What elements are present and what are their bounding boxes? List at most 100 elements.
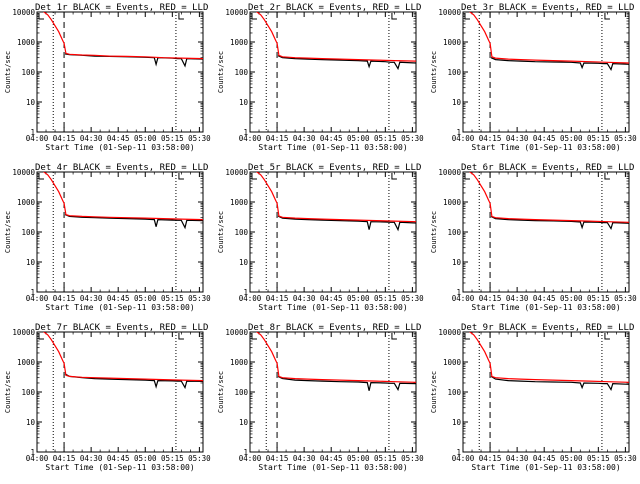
- x-tick-label: 05:30: [188, 134, 211, 143]
- x-axis-label: Start Time (01-Sep-11 03:58:00): [258, 463, 407, 472]
- plot-frame: [249, 11, 417, 133]
- x-tick-label: 05:00: [347, 454, 370, 463]
- series-group: [255, 332, 416, 392]
- x-tick-label: 05:00: [560, 454, 583, 463]
- x-tick-label: 04:45: [107, 134, 130, 143]
- x-tick-label: 04:00: [452, 134, 475, 143]
- bracket-mark: [251, 333, 257, 340]
- bracket-mark: [38, 333, 44, 340]
- plot-frame: [462, 331, 630, 453]
- y-tick-label: 1: [30, 288, 35, 297]
- x-tick-label: 05:00: [560, 294, 583, 303]
- x-tick-label: 05:15: [161, 294, 184, 303]
- x-tick-label: 04:00: [452, 294, 475, 303]
- y-axis-label: Counts/sec: [217, 51, 225, 93]
- bracket-mark: [464, 173, 470, 180]
- y-tick-label: 10000: [225, 328, 248, 337]
- panel-title: Det 3r BLACK = Events, RED = LLD: [461, 3, 634, 13]
- bracket-mark: [464, 13, 470, 20]
- y-tick-label: 1000: [230, 198, 249, 207]
- x-tick-label: 04:00: [452, 454, 475, 463]
- y-tick-label: 10000: [438, 328, 461, 337]
- x-tick-label: 05:30: [188, 454, 211, 463]
- x-tick-label: 05:30: [401, 454, 424, 463]
- x-tick-label: 04:00: [26, 454, 49, 463]
- bracket-mark: [178, 173, 184, 180]
- x-tick-label: 04:45: [320, 454, 343, 463]
- y-tick-label: 100: [21, 388, 35, 397]
- y-tick-label: 1: [243, 448, 248, 457]
- y-tick-label: 10000: [12, 328, 35, 337]
- y-tick-label: 10: [26, 258, 36, 267]
- x-tick-label: 05:30: [614, 454, 637, 463]
- events-line: [490, 57, 629, 72]
- x-tick-label: 05:30: [614, 134, 637, 143]
- events-line: [277, 375, 416, 392]
- bracket-mark: [38, 13, 44, 20]
- y-tick-label: 10000: [225, 168, 248, 177]
- x-tick-label: 04:30: [293, 134, 316, 143]
- plot-frame: [36, 331, 204, 453]
- bracket-mark: [604, 13, 610, 20]
- panel-title: Det 6r BLACK = Events, RED = LLD: [461, 163, 634, 173]
- y-tick-label: 10: [239, 98, 249, 107]
- panel-title: Det 7r BLACK = Events, RED = LLD: [35, 323, 208, 333]
- x-tick-label: 04:30: [80, 294, 103, 303]
- x-tick-label: 05:15: [587, 454, 610, 463]
- x-tick-label: 04:00: [239, 134, 262, 143]
- x-axis-label: Start Time (01-Sep-11 03:58:00): [471, 303, 620, 312]
- series-group: [42, 172, 203, 230]
- plot-frame: [249, 331, 417, 453]
- bracket-mark: [251, 13, 257, 20]
- panel-title: Det 8r BLACK = Events, RED = LLD: [248, 323, 421, 333]
- x-tick-label: 04:45: [320, 134, 343, 143]
- x-axis-label: Start Time (01-Sep-11 03:58:00): [258, 143, 407, 152]
- lld-line: [255, 12, 416, 62]
- bracket-mark: [391, 333, 397, 340]
- x-tick-label: 04:45: [533, 454, 556, 463]
- events-line: [277, 215, 416, 232]
- y-axis-label: Counts/sec: [430, 371, 438, 413]
- y-tick-label: 1000: [17, 38, 36, 47]
- y-tick-label: 10: [26, 98, 36, 107]
- plot-frame: [462, 11, 630, 133]
- y-axis-label: Counts/sec: [430, 211, 438, 253]
- bracket-mark: [391, 13, 397, 20]
- y-tick-label: 100: [234, 68, 248, 77]
- y-tick-label: 1: [243, 128, 248, 137]
- panel-det-9: Det 9r BLACK = Events, RED = LLD 1 10 100 10…: [430, 323, 637, 472]
- panel-det-1: Det 1r BLACK = Events, RED = LLD 1 10 100 10…: [4, 3, 211, 152]
- y-tick-label: 1: [456, 448, 461, 457]
- events-line: [64, 373, 203, 390]
- y-axis-label: Counts/sec: [217, 371, 225, 413]
- y-tick-label: 1: [30, 448, 35, 457]
- x-tick-label: 05:30: [614, 294, 637, 303]
- x-tick-label: 04:30: [506, 454, 529, 463]
- series-group: [255, 12, 416, 71]
- bracket-mark: [251, 173, 257, 180]
- x-tick-label: 04:30: [506, 294, 529, 303]
- x-tick-label: 05:00: [560, 134, 583, 143]
- y-tick-label: 10: [239, 418, 249, 427]
- x-axis-label: Start Time (01-Sep-11 03:58:00): [45, 303, 194, 312]
- series-group: [255, 172, 416, 232]
- events-line: [277, 55, 416, 71]
- x-tick-label: 05:15: [161, 454, 184, 463]
- x-tick-label: 05:15: [374, 134, 397, 143]
- lld-line: [255, 332, 416, 383]
- y-tick-label: 1000: [230, 38, 249, 47]
- y-tick-label: 100: [21, 68, 35, 77]
- panel-det-2: Det 2r BLACK = Events, RED = LLD 1 10 100 10…: [217, 3, 424, 152]
- y-tick-label: 10: [26, 418, 36, 427]
- x-tick-label: 04:00: [26, 134, 49, 143]
- bracket-mark: [38, 173, 44, 180]
- x-tick-label: 05:15: [587, 134, 610, 143]
- panel-det-5: Det 5r BLACK = Events, RED = LLD 1 10 100 10…: [217, 163, 424, 312]
- x-tick-label: 04:15: [479, 294, 502, 303]
- panel-det-8: Det 8r BLACK = Events, RED = LLD 1 10 100 10…: [217, 323, 424, 472]
- bracket-mark: [178, 333, 184, 340]
- panel-title: Det 4r BLACK = Events, RED = LLD: [35, 163, 208, 173]
- x-tick-label: 04:00: [239, 294, 262, 303]
- x-tick-label: 05:00: [134, 294, 157, 303]
